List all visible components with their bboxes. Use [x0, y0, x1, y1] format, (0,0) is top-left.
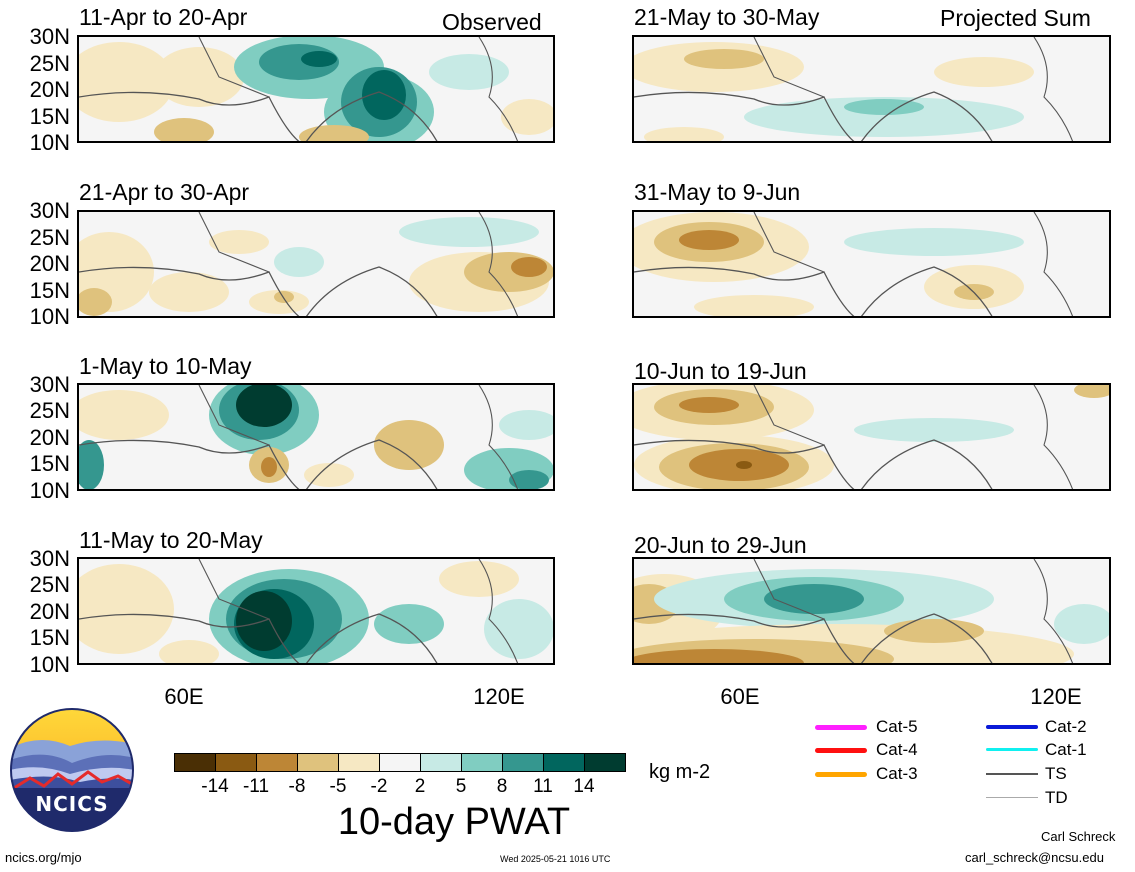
- colorbar-swatch: [462, 754, 503, 771]
- lat-label: 15N: [29, 451, 70, 476]
- panel-title: 20-Jun to 29-Jun: [634, 532, 807, 558]
- colorbar-tick: -2: [370, 776, 388, 797]
- legend-label: Cat-2: [1045, 717, 1087, 736]
- pwat-map: [632, 210, 1111, 318]
- colorbar-title: 10-day PWAT: [337, 801, 571, 843]
- cat3-line: [815, 772, 867, 777]
- ts-line: [986, 773, 1038, 775]
- pwat-map: [77, 210, 555, 318]
- colorbar-swatch: [298, 754, 339, 771]
- colorbar-tick: 8: [496, 776, 508, 797]
- colorbar-swatch: [585, 754, 625, 771]
- colorbar-tick: -11: [242, 776, 270, 797]
- colorbar-units: kg m-2: [649, 761, 711, 783]
- observed-label: Observed: [442, 9, 542, 35]
- colorbar-swatch: [544, 754, 585, 771]
- site-link[interactable]: ncics.org/mjo: [5, 850, 82, 865]
- panel-title: 11-Apr to 20-Apr: [79, 4, 248, 30]
- colorbar-tick: -5: [329, 776, 347, 797]
- colorbar: [174, 753, 626, 772]
- pwat-map: [77, 35, 555, 143]
- colorbar-swatch: [216, 754, 257, 771]
- legend-label: Cat-3: [876, 764, 918, 783]
- cat1-line: [986, 748, 1038, 751]
- colorbar-swatch: [339, 754, 380, 771]
- colorbar-tick: 11: [533, 776, 553, 797]
- lat-label: 25N: [29, 572, 70, 597]
- pwat-map: [632, 35, 1111, 143]
- legend-label: TD: [1045, 788, 1068, 807]
- lon-label: 60E: [164, 684, 204, 709]
- lat-label: 20N: [29, 599, 70, 624]
- timestamp: Wed 2025-05-21 1016 UTC: [500, 854, 611, 864]
- lon-label: 120E: [473, 684, 525, 709]
- legend-label: Cat-1: [1045, 740, 1087, 759]
- lat-label: 25N: [29, 398, 70, 423]
- colorbar-tick: -14: [201, 776, 229, 797]
- lat-label: 25N: [29, 51, 70, 76]
- colorbar-swatch: [175, 754, 216, 771]
- author-email[interactable]: carl_schreck@ncsu.edu: [965, 850, 1104, 865]
- colorbar-swatch: [257, 754, 298, 771]
- pwat-map: [632, 557, 1111, 665]
- panel-title: 21-Apr to 30-Apr: [79, 179, 250, 205]
- lat-label: 15N: [29, 278, 70, 303]
- cat2-line: [986, 725, 1038, 729]
- lat-label: 20N: [29, 425, 70, 450]
- ncics-logo: NCICS: [10, 708, 134, 832]
- colorbar-tick: 14: [573, 776, 595, 797]
- pwat-map: [632, 383, 1111, 491]
- lat-label: 20N: [29, 251, 70, 276]
- lat-label: 30N: [29, 198, 70, 223]
- legend-label: TS: [1045, 764, 1067, 783]
- cat5-line: [815, 725, 867, 730]
- panel-title: 1-May to 10-May: [79, 353, 252, 379]
- projected-label: Projected Sum: [940, 5, 1091, 31]
- panel-title: 11-May to 20-May: [79, 527, 263, 553]
- panel-title: 31-May to 9-Jun: [634, 179, 801, 205]
- legend-label: Cat-4: [876, 740, 918, 759]
- lat-label: 10N: [29, 304, 70, 329]
- colorbar-swatch: [421, 754, 462, 771]
- pwat-map: [77, 383, 555, 491]
- colorbar-tick: -8: [288, 776, 306, 797]
- pwat-map: [77, 557, 555, 665]
- cat4-line: [815, 748, 867, 753]
- legend-label: Cat-5: [876, 717, 918, 736]
- colorbar-tick: 2: [414, 776, 426, 797]
- lat-label: 20N: [29, 77, 70, 102]
- colorbar-swatch: [380, 754, 421, 771]
- lat-label: 30N: [29, 24, 70, 49]
- lat-label: 30N: [29, 372, 70, 397]
- author-name: Carl Schreck: [1041, 829, 1116, 844]
- lon-label: 60E: [720, 684, 760, 709]
- panel-title: 10-Jun to 19-Jun: [634, 358, 807, 384]
- lon-label: 120E: [1030, 684, 1082, 709]
- lat-label: 15N: [29, 104, 70, 129]
- colorbar-swatch: [503, 754, 544, 771]
- panel-title: 21-May to 30-May: [634, 4, 820, 30]
- lat-label: 30N: [29, 546, 70, 571]
- lat-label: 15N: [29, 625, 70, 650]
- lat-label: 25N: [29, 225, 70, 250]
- logo-text: NCICS: [35, 792, 109, 816]
- lat-label: 10N: [29, 478, 70, 503]
- lat-label: 10N: [29, 652, 70, 677]
- lat-label: 10N: [29, 130, 70, 155]
- colorbar-tick: 5: [455, 776, 467, 797]
- td-line: [986, 797, 1038, 798]
